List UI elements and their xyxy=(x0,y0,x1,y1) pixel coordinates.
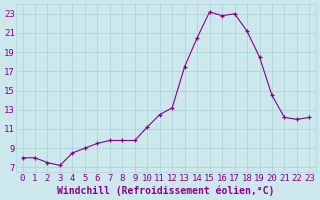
X-axis label: Windchill (Refroidissement éolien,°C): Windchill (Refroidissement éolien,°C) xyxy=(57,185,275,196)
